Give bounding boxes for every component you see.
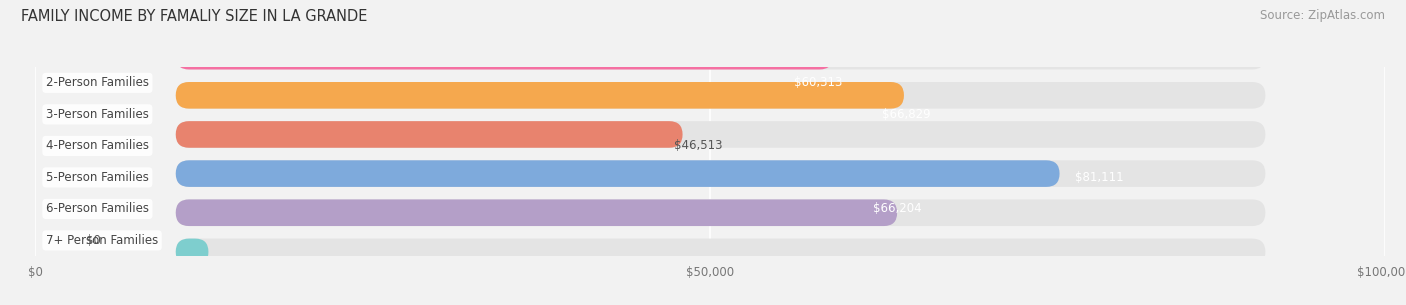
Text: $0: $0 — [86, 234, 101, 247]
FancyBboxPatch shape — [176, 82, 1265, 109]
FancyBboxPatch shape — [176, 43, 832, 70]
FancyBboxPatch shape — [176, 121, 682, 148]
FancyBboxPatch shape — [176, 239, 208, 265]
Text: $81,111: $81,111 — [1074, 171, 1123, 184]
FancyBboxPatch shape — [176, 199, 897, 226]
Text: $46,513: $46,513 — [673, 139, 723, 152]
FancyBboxPatch shape — [176, 160, 1060, 187]
Text: 5-Person Families: 5-Person Families — [46, 171, 149, 184]
FancyBboxPatch shape — [176, 43, 1265, 70]
Text: $60,313: $60,313 — [794, 76, 842, 89]
FancyBboxPatch shape — [176, 82, 904, 109]
Text: 2-Person Families: 2-Person Families — [46, 76, 149, 89]
Text: 3-Person Families: 3-Person Families — [46, 108, 149, 121]
FancyBboxPatch shape — [176, 160, 1265, 187]
FancyBboxPatch shape — [176, 121, 1265, 148]
Text: 7+ Person Families: 7+ Person Families — [46, 234, 159, 247]
Text: 6-Person Families: 6-Person Families — [46, 203, 149, 215]
Text: FAMILY INCOME BY FAMALIY SIZE IN LA GRANDE: FAMILY INCOME BY FAMALIY SIZE IN LA GRAN… — [21, 9, 367, 24]
FancyBboxPatch shape — [176, 239, 1265, 265]
Text: $66,204: $66,204 — [873, 203, 922, 215]
Text: $66,829: $66,829 — [882, 108, 931, 121]
Text: Source: ZipAtlas.com: Source: ZipAtlas.com — [1260, 9, 1385, 22]
Text: 4-Person Families: 4-Person Families — [46, 139, 149, 152]
FancyBboxPatch shape — [176, 199, 1265, 226]
